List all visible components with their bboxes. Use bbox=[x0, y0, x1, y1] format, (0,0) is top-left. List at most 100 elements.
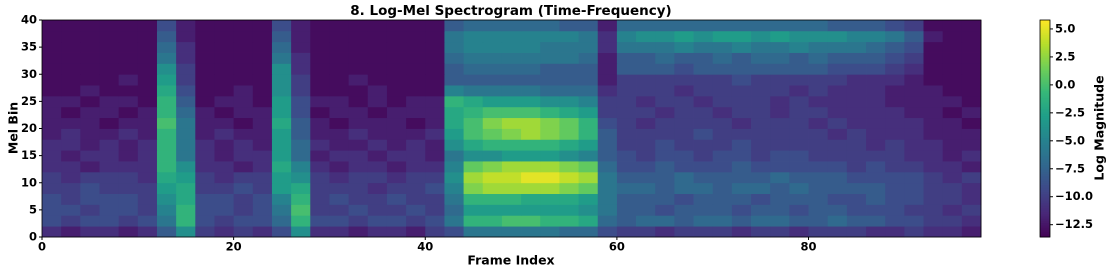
heatmap-cell bbox=[827, 20, 848, 32]
heatmap-cell bbox=[329, 30, 350, 43]
heatmap-cell bbox=[712, 74, 733, 86]
colorbar-segment bbox=[1040, 133, 1050, 137]
heatmap-cell bbox=[386, 193, 407, 205]
heatmap-cell bbox=[118, 63, 139, 75]
heatmap-cell bbox=[176, 193, 196, 205]
heatmap-cell bbox=[693, 74, 714, 86]
heatmap-cell bbox=[233, 139, 254, 151]
heatmap-cell bbox=[482, 204, 503, 216]
heatmap-cell bbox=[425, 226, 445, 238]
heatmap-cell bbox=[99, 204, 120, 216]
heatmap-cell bbox=[329, 117, 350, 129]
heatmap-cell bbox=[367, 204, 388, 216]
heatmap-cell bbox=[808, 95, 829, 108]
heatmap-cell bbox=[310, 52, 330, 64]
heatmap-cell bbox=[751, 182, 771, 194]
heatmap-cell bbox=[291, 95, 311, 108]
heatmap-cell bbox=[731, 74, 752, 86]
colorbar-segment bbox=[1040, 95, 1050, 99]
heatmap-cell bbox=[751, 63, 771, 75]
heatmap-cell bbox=[885, 52, 905, 64]
colorbar-segment bbox=[1040, 41, 1050, 45]
heatmap-cell bbox=[770, 204, 790, 216]
heatmap-cell bbox=[674, 161, 694, 173]
heatmap-cell bbox=[61, 117, 81, 129]
heatmap-cell bbox=[406, 74, 426, 86]
heatmap-cell bbox=[904, 182, 924, 194]
heatmap-cell bbox=[386, 95, 407, 108]
heatmap-cell bbox=[751, 204, 771, 216]
heatmap-cell bbox=[137, 74, 158, 86]
heatmap-cell bbox=[310, 128, 330, 140]
colorbar-segment bbox=[1040, 106, 1050, 110]
heatmap-cell bbox=[942, 171, 963, 184]
heatmap-cell bbox=[521, 20, 541, 32]
heatmap-cell bbox=[214, 63, 235, 75]
heatmap-cell bbox=[214, 150, 235, 162]
colorbar-segment bbox=[1040, 92, 1050, 95]
heatmap-cell bbox=[348, 95, 369, 108]
heatmap-cell bbox=[176, 41, 196, 53]
heatmap-cell bbox=[118, 85, 139, 97]
heatmap-cell bbox=[712, 20, 733, 32]
heatmap-cell bbox=[942, 63, 963, 75]
heatmap-cell bbox=[252, 150, 273, 162]
heatmap-cell bbox=[942, 161, 963, 173]
colorbar-segment bbox=[1040, 202, 1050, 205]
heatmap-cell bbox=[252, 171, 273, 184]
heatmap-cell bbox=[540, 161, 560, 173]
heatmap-cell bbox=[406, 171, 426, 184]
colorbar-segment bbox=[1040, 126, 1050, 129]
heatmap-cell bbox=[42, 20, 62, 32]
colorbar-segment bbox=[1040, 72, 1050, 75]
heatmap-cell bbox=[655, 161, 675, 173]
heatmap-cell bbox=[214, 139, 235, 151]
heatmap-cell bbox=[616, 20, 637, 32]
heatmap-cell bbox=[501, 20, 522, 32]
heatmap-cell bbox=[808, 204, 829, 216]
heatmap-cell bbox=[731, 226, 752, 238]
heatmap-cell bbox=[712, 63, 733, 75]
heatmap-cell bbox=[578, 52, 599, 64]
heatmap-cell bbox=[674, 95, 694, 108]
heatmap-cell bbox=[252, 95, 273, 108]
heatmap-cell bbox=[463, 193, 484, 205]
heatmap-cell bbox=[99, 150, 120, 162]
heatmap-cell bbox=[291, 41, 311, 53]
heatmap-cell bbox=[42, 74, 62, 86]
heatmap-cell bbox=[770, 226, 790, 238]
heatmap-cell bbox=[425, 74, 445, 86]
heatmap-cell bbox=[367, 74, 388, 86]
colorbar-segment bbox=[1040, 184, 1050, 187]
heatmap-cell bbox=[904, 63, 924, 75]
heatmap-cell bbox=[501, 41, 522, 53]
heatmap-cell bbox=[751, 171, 771, 184]
heatmap-cell bbox=[597, 30, 618, 43]
heatmap-cell bbox=[923, 128, 944, 140]
colorbar-segment bbox=[1040, 34, 1050, 37]
heatmap-cell bbox=[866, 117, 886, 129]
heatmap-cell bbox=[348, 63, 369, 75]
heatmap-cell bbox=[731, 63, 752, 75]
heatmap-cell bbox=[808, 106, 829, 119]
heatmap-cell bbox=[80, 182, 100, 194]
y-axis-label: Mel Bin bbox=[6, 102, 21, 154]
heatmap-cell bbox=[578, 117, 599, 129]
colorbar-segment bbox=[1040, 90, 1050, 93]
heatmap-cell bbox=[597, 63, 618, 75]
heatmap-cell bbox=[770, 193, 790, 205]
heatmap-cell bbox=[118, 52, 139, 64]
heatmap-cell bbox=[482, 74, 503, 86]
colorbar-segment bbox=[1040, 177, 1050, 180]
heatmap-cell bbox=[118, 41, 139, 53]
heatmap-cell bbox=[731, 106, 752, 119]
heatmap-cell bbox=[444, 85, 464, 97]
heatmap-cell bbox=[444, 139, 464, 151]
heatmap-cell bbox=[252, 204, 273, 216]
heatmap-cell bbox=[444, 74, 464, 86]
heatmap-cell bbox=[597, 171, 618, 184]
heatmap-cell bbox=[482, 52, 503, 64]
heatmap-cell bbox=[195, 95, 215, 108]
heatmap-cell bbox=[731, 171, 752, 184]
heatmap-cell bbox=[961, 52, 982, 64]
